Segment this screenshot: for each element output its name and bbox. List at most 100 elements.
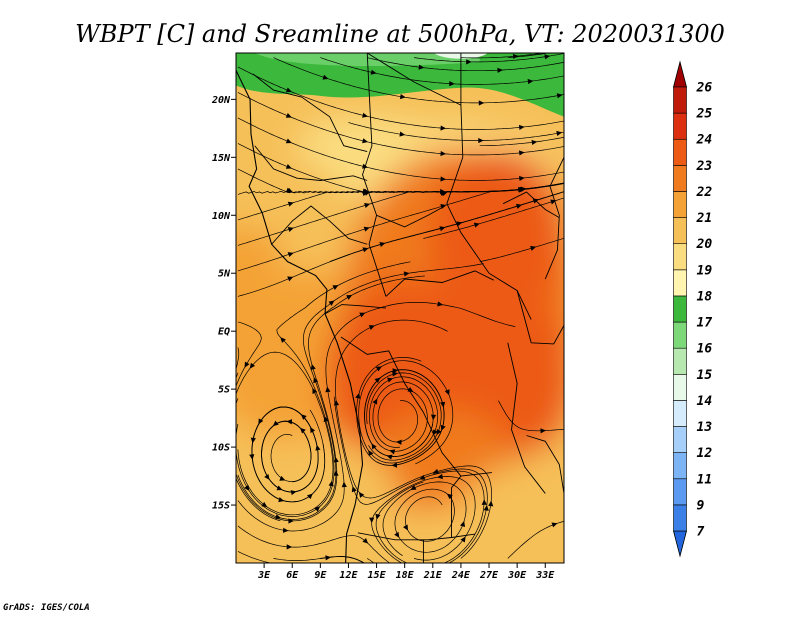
streamline-arrow — [364, 202, 371, 208]
streamline-arrow — [244, 361, 250, 368]
streamline-arrow — [312, 387, 318, 395]
colorbar-label: 23 — [696, 159, 713, 174]
x-tick-label: 6E — [286, 570, 299, 581]
streamline-arrow — [488, 500, 494, 507]
country-border — [544, 157, 564, 280]
streamline-arrow — [403, 524, 409, 531]
x-tick-label: 33E — [535, 570, 555, 581]
streamline-arrow — [531, 139, 538, 146]
streamline-arrow — [307, 493, 313, 500]
colorbar-label: 26 — [696, 81, 713, 96]
colorbar-label: 24 — [696, 133, 713, 148]
colorbar-swatch — [673, 504, 687, 532]
streamline-arrow — [550, 199, 557, 205]
colorbar-label: 16 — [697, 342, 713, 357]
streamline-arrow — [287, 201, 294, 207]
country-border — [324, 304, 386, 315]
streamline-arrow — [341, 481, 347, 488]
streamline-arrow — [394, 531, 400, 538]
country-border — [507, 342, 546, 494]
country-border — [252, 73, 368, 152]
streamline-arrow — [328, 300, 335, 306]
y-tick-label: 10S — [212, 443, 230, 454]
y-tick-label: 10N — [212, 211, 231, 222]
colorbar-swatch — [673, 478, 687, 506]
country-border — [526, 435, 564, 494]
field-blob — [236, 435, 401, 563]
x-axis: 3E 6E 9E 12E 15E 18E 21E 24E 27E 30E 33E — [257, 563, 555, 581]
streamline-arrow — [369, 517, 375, 524]
streamline-arrow — [544, 54, 551, 60]
country-border — [516, 290, 564, 345]
colorbar-swatch — [673, 138, 687, 166]
streamline-arrow — [362, 112, 369, 118]
streamline-arrow — [333, 456, 339, 463]
streamline-arrow — [375, 366, 382, 372]
streamline — [333, 396, 485, 563]
colorbar-swatch — [673, 295, 687, 323]
y-tick-label: EQ — [218, 327, 230, 338]
streamline-arrow — [285, 138, 292, 144]
streamline-arrow — [332, 285, 339, 290]
country-border — [385, 270, 494, 297]
coastline — [236, 70, 364, 563]
streamline-arrow — [358, 491, 365, 498]
streamline — [251, 406, 326, 503]
streamline-arrow — [478, 137, 484, 144]
colorbar-label: 11 — [697, 472, 713, 487]
streamline-arrow — [351, 486, 357, 493]
x-tick-label: 21E — [423, 570, 443, 581]
streamline-arrow — [396, 439, 402, 445]
colorbar-label: 17 — [697, 316, 713, 331]
streamline-arrow — [286, 544, 293, 550]
country-border — [254, 145, 368, 181]
streamline — [367, 558, 375, 563]
streamline-arrow — [460, 520, 466, 527]
streamline-arrow — [244, 484, 250, 491]
streamline-arrow — [290, 490, 297, 496]
streamline-arrow — [362, 191, 369, 197]
streamline-arrow — [227, 453, 233, 459]
streamline — [367, 57, 564, 72]
streamline-arrow — [272, 420, 279, 427]
streamline — [236, 275, 425, 522]
streamline-arrow — [440, 125, 447, 131]
streamline-arrow — [430, 414, 437, 421]
field-blob — [428, 148, 564, 329]
x-tick-label: 30E — [507, 570, 527, 581]
colorbar-swatch — [673, 347, 687, 375]
streamline-arrow — [355, 392, 361, 399]
streamline-arrow — [249, 454, 255, 460]
streamline — [236, 347, 240, 371]
streamline-arrow — [389, 449, 396, 455]
streamline-arrow — [288, 518, 294, 524]
colorbar-swatch — [673, 400, 687, 427]
colorbar-label: 12 — [697, 446, 713, 461]
country-border — [366, 53, 462, 106]
streamline — [329, 191, 564, 262]
colorbar-swatch — [673, 452, 687, 480]
streamline-arrow — [551, 522, 558, 528]
field-green-band — [236, 53, 564, 117]
streamline-arrow — [315, 444, 321, 451]
country-border — [357, 532, 476, 541]
country-border — [340, 336, 462, 477]
streamline — [371, 468, 488, 563]
streamline-arrow — [444, 389, 450, 396]
streamline-arrow — [371, 443, 377, 450]
colorbar-label: 7 — [697, 525, 705, 540]
streamline-arrow — [473, 222, 480, 228]
streamline-arrow — [391, 462, 398, 468]
streamline-arrow — [362, 537, 369, 544]
colorbar-label: 25 — [696, 107, 713, 122]
streamline — [236, 351, 334, 522]
country-border — [271, 205, 368, 245]
streamline-arrow — [530, 245, 537, 251]
streamline-arrow — [386, 454, 393, 460]
colorbar-max-arrow — [672, 60, 688, 88]
streamline-arrow — [497, 67, 503, 73]
colorbar-swatch — [673, 373, 687, 401]
colorbar-swatch — [673, 112, 687, 140]
streamline-arrow — [285, 112, 292, 118]
